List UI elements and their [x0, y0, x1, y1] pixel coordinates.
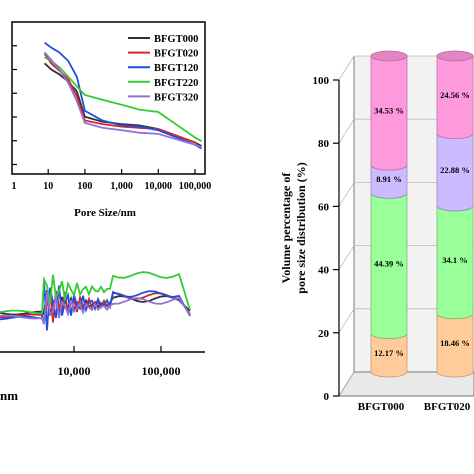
gridline-depth: [338, 245, 355, 270]
legend-label: BFGT220: [154, 78, 198, 89]
bar-segment: 44.39 %: [370, 187, 408, 339]
gridline-depth: [338, 308, 355, 334]
series-line-bfgt220: [44, 56, 202, 142]
bar-segment: 34.1 %: [436, 200, 474, 320]
x-tick-label: 1,000: [110, 181, 133, 192]
series-line-bfgt020: [43, 53, 203, 150]
data-label: 22.88 %: [440, 165, 470, 175]
legend-label: BFGT000: [154, 34, 198, 45]
data-label: 44.39 %: [374, 258, 404, 268]
x-tick-label-100000: 100,000: [142, 364, 181, 378]
data-label: 18.46 %: [440, 338, 470, 348]
bar-segment: 22.88 %: [436, 128, 474, 212]
x-tick-label: 10,000: [145, 181, 173, 192]
legend-cumulative: BFGT000 BFGT020 BFGT120 BFGT220 BFGT320: [128, 34, 198, 103]
series-line-bfgt120: [44, 41, 202, 150]
x-tick-label-10000: 10,000: [58, 364, 91, 378]
bar-body: [436, 55, 474, 140]
bar-segment: 24.56 %: [436, 50, 474, 140]
legend-label: BFGT320: [154, 92, 198, 103]
data-label: 12.17 %: [374, 348, 404, 358]
bar-cap: [436, 50, 474, 62]
y-tick-label: 0: [324, 391, 330, 403]
y-tick-label: 100: [313, 75, 330, 87]
category-label: BFGT000: [358, 401, 405, 413]
category-label: BFGT020: [424, 401, 471, 413]
x-tick-100000: 100,000: [142, 346, 181, 378]
y-axis-title-line2: pore size distribution (%): [294, 162, 308, 293]
bar-body: [370, 333, 408, 378]
bar-body: [370, 55, 408, 171]
bar-body: [436, 313, 474, 378]
y-ticks-cumulative: [12, 45, 17, 166]
x-tick-label: 1: [12, 181, 17, 192]
bar-body: [370, 164, 408, 199]
legend-label: BFGT020: [154, 49, 198, 60]
series-lines-cumulative: [43, 41, 203, 150]
data-label: 34.53 %: [374, 106, 404, 116]
series-line-differential: [0, 271, 191, 315]
gridline-depth: [338, 118, 355, 144]
y-tick-label: 60: [318, 201, 330, 213]
bar-body: [436, 133, 474, 212]
bar-body: [370, 192, 408, 339]
plot-frame-cumulative: [11, 21, 206, 175]
panel-cumulative: 1 10 100 1,000 10,000 100,000 Pore Size/nm BF…: [11, 21, 212, 219]
series-line-bfgt320: [43, 51, 202, 149]
data-label: 8.91 %: [376, 174, 402, 184]
y-tick-label: 20: [318, 328, 330, 340]
x-ticks-cumulative: 1 10 100 1,000 10,000 100,000: [12, 169, 212, 192]
data-label: 24.56 %: [440, 90, 470, 100]
data-label: 34.1 %: [442, 255, 468, 265]
series-line-differential: [0, 291, 191, 325]
y-axis-title: Volume percentage of pore size distribut…: [279, 162, 308, 293]
x-tick-10000: 10,000: [58, 346, 91, 378]
panel-differential: 10,000 100,000 nm: [0, 271, 205, 403]
y-ticks: 0 20 40 60 80 100: [313, 75, 339, 403]
bar-body: [436, 205, 474, 320]
y-tick-label: 80: [318, 138, 330, 150]
x-tick-label: 100: [77, 181, 92, 192]
bars: 12.17 % 44.39 % 8.91 % 34.53 % 18.46 % 34.1 %…: [370, 50, 474, 378]
legend-label: BFGT120: [154, 63, 198, 74]
gridline-depth: [338, 371, 355, 397]
x-axis-label-differential: nm: [0, 388, 18, 403]
gridline-depth: [338, 182, 355, 207]
gridline-depth: [338, 55, 355, 81]
x-axis-label-cumulative: Pore Size/nm: [74, 207, 136, 219]
bar-segment: 34.53 %: [370, 50, 408, 171]
x-tick-label: 10: [43, 181, 53, 192]
bar-cap: [370, 50, 408, 62]
y-tick-label: 40: [318, 265, 330, 277]
series-lines-differential: [0, 271, 191, 331]
y-axis-title-line1: Volume percentage of: [279, 172, 293, 284]
x-tick-label: 100,000: [179, 181, 212, 192]
category-labels: BFGT000 BFGT020: [358, 401, 471, 413]
panel-stacked-bars: 0 20 40 60 80 100 12.17 % 44.39 % 8.91 % 34.53 %…: [279, 50, 474, 413]
